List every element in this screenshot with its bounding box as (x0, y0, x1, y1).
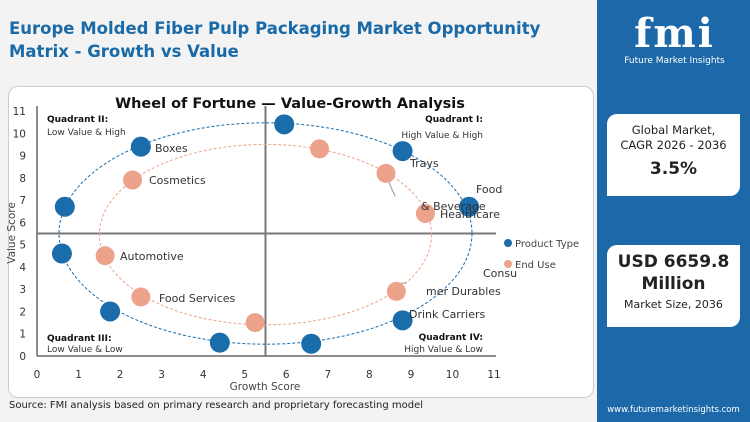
data-point (386, 281, 406, 301)
data-point (376, 163, 396, 183)
market-size-card: USD 6659.8 Million Market Size, 2036 (607, 245, 740, 327)
data-point (131, 287, 151, 307)
quadrant-title: Quadrant I: (425, 115, 483, 125)
point-label: Cosmetics (149, 174, 206, 187)
x-tick-label: 5 (241, 369, 248, 381)
x-tick-label: 1 (75, 369, 82, 381)
point-label: Consu (483, 267, 517, 280)
website-link[interactable]: www.futuremarketinsights.com (607, 405, 740, 415)
quadrant-subtitle: Low Value & High (47, 128, 126, 138)
cagr-label-2: CAGR 2026 - 2036 (620, 138, 727, 152)
x-tick-label: 6 (283, 369, 290, 381)
x-tick-label: 10 (446, 369, 459, 381)
data-point (459, 196, 480, 217)
y-tick-label: 10 (13, 128, 26, 140)
chart-title: Wheel of Fortune — Value-Growth Analysis (115, 96, 465, 112)
opportunity-matrix-chart: Wheel of Fortune — Value-Growth Analysis… (6, 96, 579, 393)
point-label: mer Durables (426, 285, 501, 298)
data-point (130, 136, 151, 157)
x-tick-label: 2 (117, 369, 124, 381)
x-tick-label: 3 (158, 369, 165, 381)
sidebar: fmi Future Market Insights Global Market… (597, 0, 750, 422)
legend-marker (504, 260, 512, 268)
logo-subtitle: Future Market Insights (624, 56, 725, 66)
fmi-logo: fmi Future Market Insights (617, 10, 732, 67)
cagr-card: Global Market, CAGR 2026 - 2036 3.5% (607, 114, 740, 196)
size-label: Market Size, 2036 (624, 298, 723, 311)
point-label: Boxes (155, 142, 188, 155)
y-tick-label: 11 (13, 106, 26, 118)
data-point (245, 313, 265, 333)
point-label: Automotive (120, 250, 184, 263)
point-label: Food (476, 183, 502, 196)
y-axis-label: Value Score (6, 202, 18, 264)
quadrant-subtitle: High Value & Low (404, 345, 483, 355)
cagr-label-1: Global Market, (631, 123, 716, 137)
legend-label: End Use (515, 260, 556, 271)
cagr-value: 3.5% (649, 159, 698, 179)
y-tick-label: 5 (19, 240, 26, 252)
x-tick-label: 8 (366, 369, 373, 381)
quadrant-title: Quadrant IV: (419, 333, 483, 343)
data-point (100, 301, 121, 322)
data-point (274, 114, 295, 135)
data-point (301, 333, 322, 354)
data-point (415, 203, 435, 223)
legend-marker (504, 239, 512, 247)
y-tick-label: 9 (19, 151, 26, 163)
data-point (209, 332, 230, 353)
data-point (392, 310, 413, 331)
point-label: & Beverage (421, 200, 486, 213)
quadrant-subtitle: High Value & High (401, 131, 483, 141)
chart-panel (8, 86, 594, 398)
series-ellipse (58, 122, 473, 345)
y-tick-label: 8 (19, 173, 26, 185)
data-point (123, 170, 143, 190)
y-tick-label: 3 (19, 284, 26, 296)
point-label: Healthcare (440, 208, 500, 221)
data-point (310, 139, 330, 159)
data-point (54, 196, 75, 217)
point-label: Trays (409, 157, 439, 170)
data-point (51, 243, 72, 264)
x-tick-label: 7 (324, 369, 331, 381)
quadrant-title: Quadrant II: (47, 115, 108, 125)
size-value-1: USD 6659.8 (617, 252, 730, 272)
x-tick-label: 0 (34, 369, 41, 381)
source-note: Source: FMI analysis based on primary re… (9, 400, 424, 411)
data-point (95, 246, 115, 266)
x-tick-label: 11 (487, 369, 500, 381)
data-point (392, 141, 413, 162)
point-label: Food Services (159, 292, 236, 305)
y-tick-label: 1 (19, 329, 26, 341)
series-ellipse (98, 143, 433, 326)
y-tick-label: 7 (19, 195, 26, 207)
quadrant-subtitle: Low Value & Low (47, 345, 123, 355)
y-tick-label: 6 (19, 217, 26, 229)
y-tick-label: 4 (19, 262, 26, 274)
y-tick-label: 2 (19, 306, 26, 318)
x-tick-label: 4 (200, 369, 207, 381)
y-tick-label: 0 (19, 351, 26, 363)
size-value-2: Million (641, 274, 706, 294)
x-axis-label: Growth Score (230, 381, 301, 393)
point-label: Drink Carriers (409, 308, 486, 321)
legend-label: Product Type (515, 239, 579, 250)
page-title: Europe Molded Fiber Pulp Packaging Marke… (9, 19, 541, 61)
quadrant-title: Quadrant III: (47, 334, 112, 344)
x-tick-label: 9 (408, 369, 415, 381)
logo-mark: fmi (634, 10, 715, 57)
